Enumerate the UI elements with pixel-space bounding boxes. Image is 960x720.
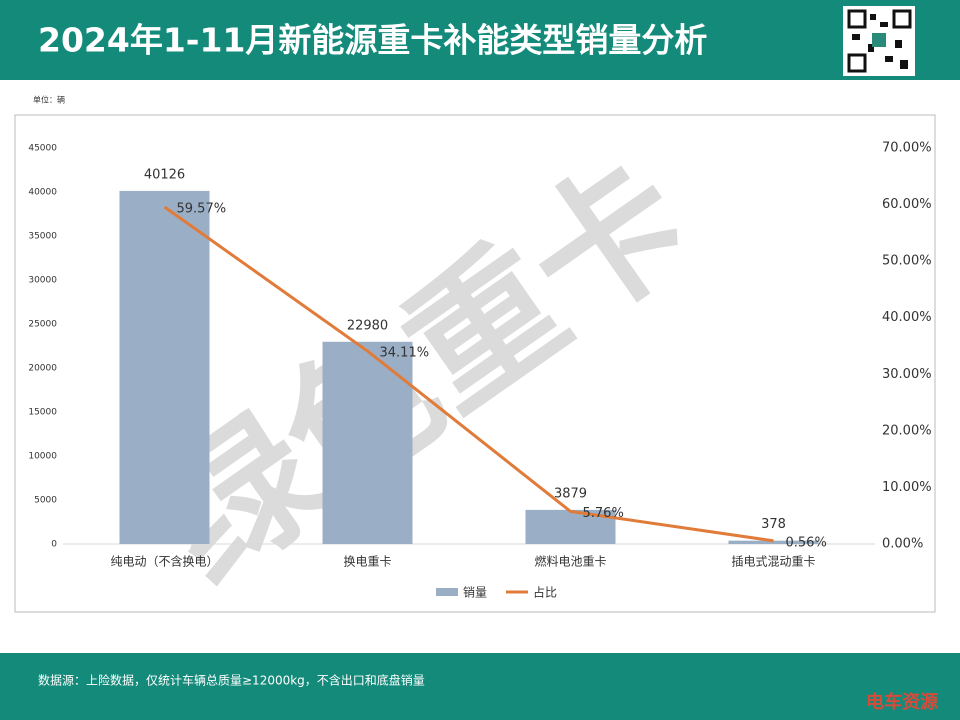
- x-tick-label: 插电式混动重卡: [731, 555, 815, 569]
- y2-tick-label: 30.00%: [882, 367, 932, 382]
- page-title: 2024年1-11月新能源重卡补能类型销量分析: [38, 21, 707, 60]
- legend-swatch: [436, 588, 458, 596]
- line: [163, 205, 774, 543]
- bar-value-label: 22980: [347, 318, 388, 333]
- unit-label: 单位：辆: [33, 95, 65, 105]
- y2-tick-label: 20.00%: [882, 423, 932, 438]
- x-tick-label: 燃料电池重卡: [534, 554, 606, 569]
- chart-frame: [14, 114, 936, 613]
- plot: 0 5000 10000 15000 20000 25000 30000 35000 40000…: [28, 141, 931, 600]
- y-tick-label: 35000: [28, 232, 57, 242]
- bar: [322, 341, 413, 544]
- y2-tick-label: 70.00%: [882, 141, 932, 156]
- brand-mark: 电车资源: [866, 691, 938, 713]
- line-value-label: 0.56%: [786, 535, 827, 550]
- bar-value-label: 378: [761, 517, 786, 532]
- qr-code: [843, 6, 915, 76]
- source-note: 数据源：上险数据，仅统计车辆总质量≥12000kg，不含出口和底盘销量: [38, 673, 425, 688]
- bar-value-label: 40126: [144, 167, 185, 182]
- y2-tick-label: 40.00%: [882, 310, 932, 325]
- y-tick-label: 20000: [28, 364, 57, 374]
- x-tick-label: 换电重卡: [343, 555, 391, 569]
- header-band: [0, 0, 960, 80]
- bar: [119, 190, 210, 544]
- line-value-label: 59.57%: [177, 202, 227, 217]
- x-tick-label: 纯电动（不含换电）: [110, 554, 218, 569]
- y-tick-label: 0: [51, 540, 57, 550]
- y-tick-label: 25000: [28, 320, 57, 330]
- y2-tick-label: 10.00%: [882, 480, 932, 495]
- line-value-label: 34.11%: [380, 346, 430, 361]
- y-tick-label: 45000: [28, 144, 57, 154]
- y2-tick-label: 50.00%: [882, 254, 932, 269]
- y-tick-label: 10000: [28, 452, 57, 462]
- legend-label: 销量: [463, 586, 487, 600]
- bar: [728, 540, 819, 544]
- bar-value-label: 3879: [554, 486, 587, 501]
- y-tick-label: 30000: [28, 276, 57, 286]
- legend-label: 占比: [533, 585, 557, 600]
- y-tick-label: 5000: [34, 496, 57, 506]
- footer-band: [0, 653, 960, 720]
- line-value-label: 5.76%: [583, 506, 624, 521]
- y-tick-label: 15000: [28, 408, 57, 418]
- y-tick-label: 40000: [28, 188, 57, 198]
- y2-tick-label: 60.00%: [882, 197, 932, 212]
- y2-tick-label: 0.00%: [882, 537, 923, 552]
